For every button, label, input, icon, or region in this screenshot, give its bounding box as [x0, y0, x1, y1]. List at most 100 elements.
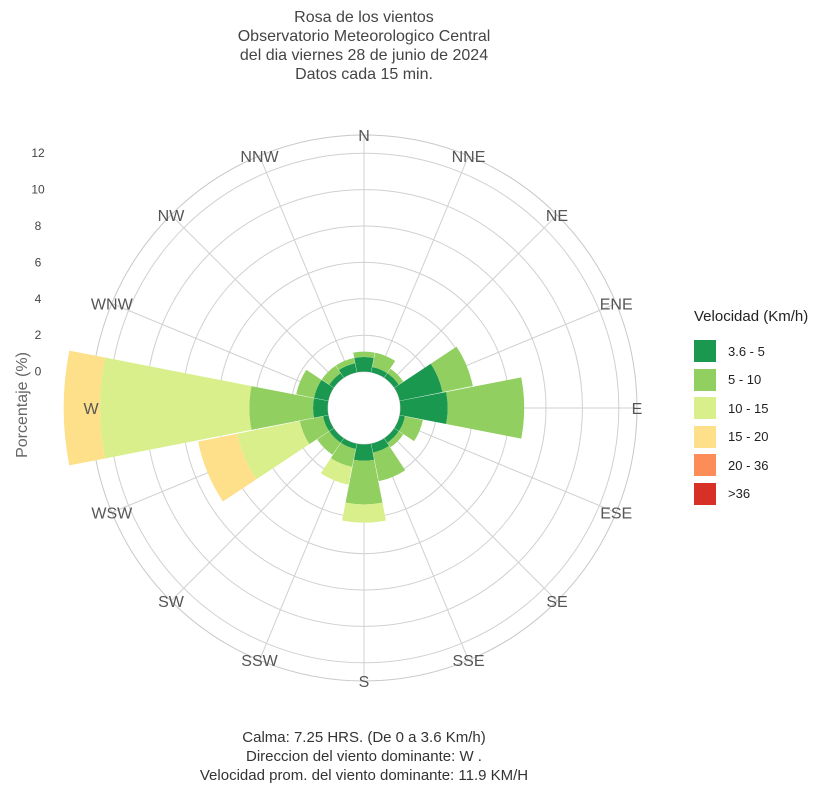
- footer-dominant-speed: Velocidad prom. del viento dominante: 11…: [199, 767, 529, 784]
- legend-title: Velocidad (Km/h): [694, 308, 809, 325]
- footer-calm: Calma: 7.25 HRS. (De 0 a 3.6 Km/h): [242, 729, 486, 746]
- wind-bar-wsw: [237, 421, 310, 480]
- wind-bar-ese: [398, 416, 423, 442]
- legend-swatch: [694, 454, 716, 477]
- title-line: Datos cada 15 min.: [295, 66, 433, 83]
- wind-bar-wsw: [299, 416, 330, 445]
- grid-spoke: [111, 303, 331, 395]
- direction-label: N: [358, 128, 370, 145]
- wind-bar-ssw: [340, 438, 357, 450]
- wind-bar-nne: [372, 352, 396, 374]
- direction-label: WNW: [91, 297, 134, 314]
- radial-tick-label: 8: [35, 219, 42, 233]
- title-line: Rosa de los vientos: [294, 9, 434, 26]
- wind-bar-ene: [430, 346, 473, 393]
- direction-label: ENE: [600, 297, 633, 314]
- wind-bar-sse: [373, 445, 406, 482]
- direction-label: S: [359, 674, 370, 691]
- legend-item: 5 - 10: [694, 366, 838, 395]
- footer-dominant-direction: Direccion del viento dominante: W .: [246, 748, 482, 765]
- wind-bar-ne: [387, 368, 404, 385]
- legend-item: 20 - 36: [694, 451, 838, 480]
- legend-swatch: [694, 482, 716, 505]
- wind-bar-wsw: [198, 433, 257, 502]
- legend-label: 20 - 36: [728, 457, 769, 473]
- wind-bar-s: [342, 502, 386, 523]
- wind-bar-nw: [329, 373, 344, 388]
- wind-bar-n: [354, 357, 374, 373]
- legend-swatch: [694, 425, 716, 448]
- legend-item: >36: [694, 480, 838, 509]
- wind-bar-ene: [394, 363, 443, 401]
- wind-bar-nnw: [338, 363, 357, 378]
- wind-bar-wnw: [314, 379, 334, 401]
- wind-bar-w: [313, 398, 329, 418]
- wind-bar-nw: [321, 365, 341, 385]
- direction-label: NNW: [240, 149, 279, 166]
- direction-label: W: [83, 401, 99, 418]
- legend-item: 10 - 15: [694, 394, 838, 423]
- direction-label: SW: [158, 594, 185, 611]
- radial-tick-label: 2: [35, 328, 42, 342]
- title-line: del dia viernes 28 de junio de 2024: [239, 47, 489, 64]
- wind-bar-ne: [384, 373, 399, 388]
- chart-footer: Calma: 7.25 HRS. (De 0 a 3.6 Km/h) Direc…: [0, 728, 728, 785]
- legend-label: 15 - 20: [728, 429, 769, 445]
- wind-bar-s: [345, 459, 383, 505]
- grid-spoke: [259, 155, 351, 375]
- grid-spoke: [397, 421, 617, 513]
- grid-spoke: [389, 433, 558, 602]
- radial-tick-label: 10: [31, 183, 45, 197]
- wind-bar-w: [100, 357, 252, 459]
- wind-bar-sw: [329, 428, 344, 443]
- direction-label: WSW: [91, 506, 133, 523]
- wind-bar-e: [399, 391, 448, 425]
- direction-label: SSW: [241, 653, 278, 670]
- direction-label: NNE: [452, 149, 486, 166]
- direction-label: NE: [546, 208, 568, 225]
- wind-bar-sw: [317, 431, 341, 455]
- chart-title: Rosa de los vientos Observatorio Meteoro…: [0, 8, 728, 84]
- wind-bar-wnw: [296, 369, 322, 398]
- wind-bar-se: [384, 428, 399, 443]
- legend-label: >36: [728, 486, 751, 502]
- wind-bar-ssw: [330, 442, 356, 467]
- wind-rose-chart: N NNE NE ENE E ESE SE SSE S SSW SW WSW W WNW NW NNW 0 2 4 6…: [14, 128, 643, 691]
- wind-bar-wsw: [322, 415, 334, 432]
- y-axis-label: Porcentaje (%): [14, 352, 31, 458]
- legend-item: 15 - 20: [694, 423, 838, 452]
- direction-label: E: [632, 401, 643, 418]
- wind-bar-w: [63, 350, 105, 466]
- grid-spoke: [377, 441, 469, 661]
- legend-label: 5 - 10: [728, 372, 762, 388]
- legend-item: 3.6 - 5: [694, 337, 838, 366]
- wind-bar-ese: [394, 415, 406, 432]
- radial-tick-label: 6: [35, 255, 42, 269]
- grid-ring: [327, 371, 401, 445]
- radial-tick-label: 4: [35, 292, 42, 306]
- direction-label: ESE: [600, 506, 632, 523]
- wind-bar-ssw: [320, 458, 353, 485]
- wind-bar-e: [446, 377, 525, 439]
- legend: Velocidad (Km/h) 3.6 - 5 5 - 10 10 - 15 …: [694, 308, 838, 508]
- radial-tick-label: 12: [31, 146, 45, 160]
- grid-spoke: [389, 214, 558, 383]
- wind-bar-se: [387, 431, 404, 448]
- wind-bar-nne: [371, 366, 388, 378]
- title-line: Observatorio Meteorologico Central: [237, 28, 491, 45]
- wind-bar-s: [353, 443, 375, 461]
- legend-swatch: [694, 340, 716, 363]
- direction-label: SE: [546, 594, 567, 611]
- legend-label: 3.6 - 5: [728, 343, 765, 359]
- radial-tick-label: 0: [35, 365, 42, 379]
- wind-bar-sse: [371, 438, 390, 453]
- direction-label: SSE: [452, 653, 484, 670]
- legend-swatch: [694, 368, 716, 391]
- wind-bar-nnw: [335, 358, 355, 371]
- wind-bar-n: [353, 351, 375, 358]
- grid-spoke: [170, 433, 339, 602]
- direction-label: NW: [158, 208, 186, 225]
- wind-bar-w: [249, 386, 314, 430]
- grid-spoke: [170, 214, 339, 383]
- legend-label: 10 - 15: [728, 400, 769, 416]
